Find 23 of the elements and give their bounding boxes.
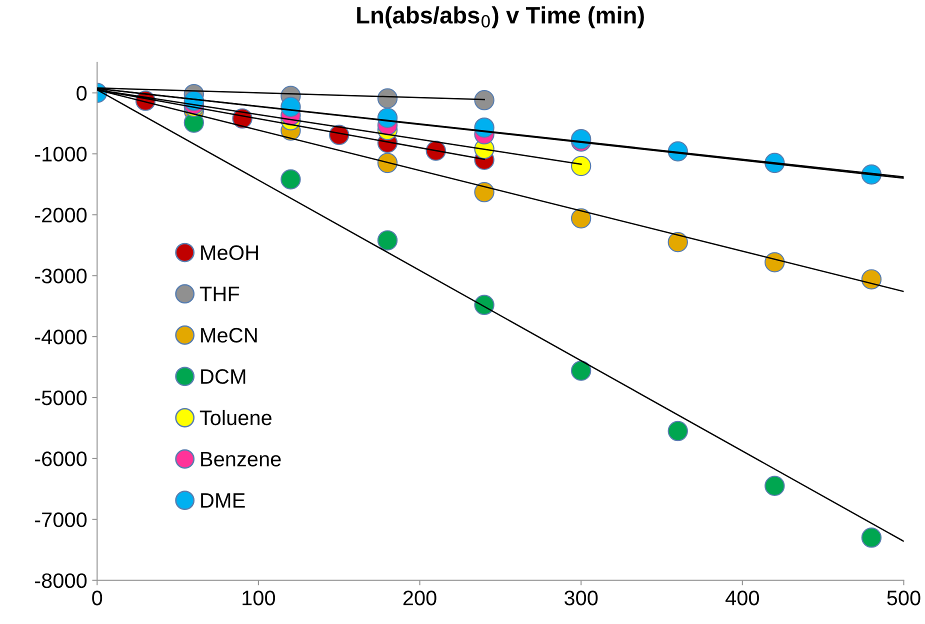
legend-label: Toluene <box>200 410 272 426</box>
legend-label: DME <box>201 493 245 508</box>
y-tick-label: -1000 <box>35 146 87 162</box>
x-tick-label: 500 <box>887 590 920 606</box>
legend-label: DCM <box>201 369 246 384</box>
y-tick-label: -8000 <box>35 573 87 588</box>
y-tick-label: 0 <box>76 86 87 101</box>
y-tick-label: -5000 <box>35 390 87 406</box>
y-tick-label: -2000 <box>35 208 87 222</box>
legend-label: MeCN <box>201 328 257 343</box>
legend-label: THF <box>200 286 240 302</box>
y-tick-label: -7000 <box>35 512 87 528</box>
y-tick-label: -4000 <box>35 330 87 344</box>
x-tick-label: 200 <box>403 590 436 606</box>
x-tick-label: 400 <box>726 590 759 606</box>
x-tick-label: 300 <box>564 590 598 606</box>
x-tick-label: 100 <box>242 590 276 606</box>
legend-label: Benzene <box>201 452 281 467</box>
y-tick-label: -3000 <box>35 268 87 284</box>
legend-label: MeOH <box>201 245 258 260</box>
chart-title: Ln(abs/abs$_{0}$) v Time (min) <box>357 6 644 28</box>
y-tick-label: -6000 <box>35 451 87 466</box>
x-tick-label: 0 <box>92 590 102 606</box>
